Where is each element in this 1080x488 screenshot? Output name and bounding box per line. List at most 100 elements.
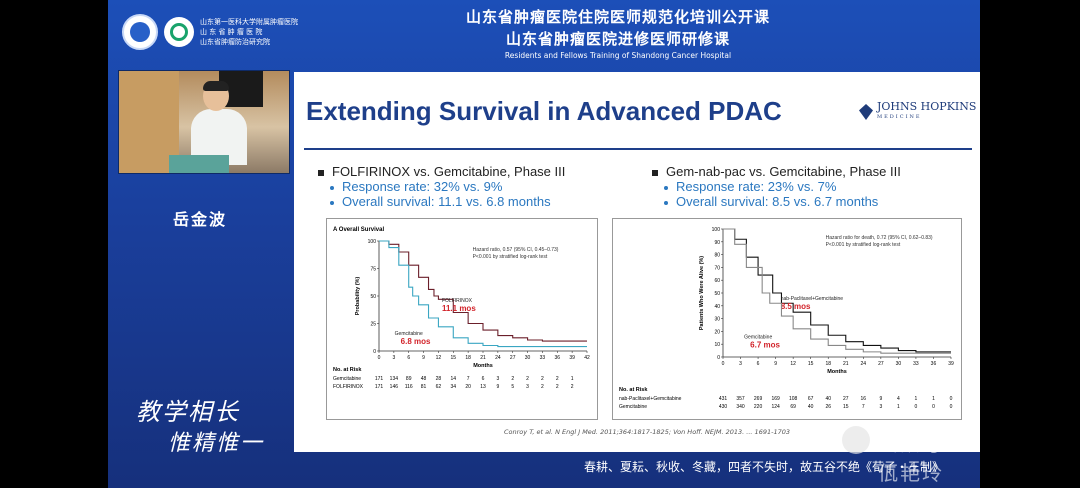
- right-heading: Gem-nab-pac vs. Gemcitabine, Phase III: [666, 164, 901, 179]
- title-line-2: 山东省肿瘤医院进修医师研修课: [505, 30, 730, 48]
- km-chart-left: A Overall Survival 0 25 50 75 100 0 3 6 9 12 15 18 21…: [326, 218, 598, 420]
- logo-text: JOHNS HOPKINS: [877, 100, 977, 113]
- y-tick-label: 50: [714, 291, 720, 297]
- median-label: 8.5 mos: [781, 302, 811, 311]
- y-tick-label: 60: [714, 278, 720, 284]
- risk-value: 1: [897, 404, 900, 410]
- risk-value: 108: [789, 396, 798, 402]
- left-heading: FOLFIRINOX vs. Gemcitabine, Phase III: [332, 164, 566, 179]
- risk-value: 134: [390, 376, 399, 382]
- x-axis-label: Months: [473, 363, 493, 369]
- risk-value: 40: [825, 396, 831, 402]
- x-axis-label: Months: [827, 369, 847, 375]
- x-tick-label: 18: [825, 361, 831, 367]
- x-tick-label: 6: [757, 361, 760, 367]
- x-tick-label: 9: [422, 355, 425, 361]
- x-tick-label: 30: [525, 355, 531, 361]
- shield-icon: [859, 104, 873, 120]
- y-tick-label: 25: [370, 322, 376, 328]
- risk-value: 269: [754, 396, 763, 402]
- risk-row-label: Gemcitabine: [333, 376, 361, 382]
- risk-value: 169: [771, 396, 780, 402]
- y-tick-label: 80: [714, 253, 720, 259]
- series-name: FOLFIRINOX: [442, 298, 473, 304]
- risk-value: 7: [862, 404, 865, 410]
- series-line-0: [379, 240, 587, 342]
- x-tick-label: 15: [808, 361, 814, 367]
- speaker-figure: [191, 81, 247, 165]
- x-tick-label: 3: [392, 355, 395, 361]
- y-tick-label: 0: [717, 355, 720, 361]
- risk-value: 67: [808, 396, 814, 402]
- logo-group: 山东第一医科大学附属肿瘤医院 山 东 省 肿 瘤 医 院 山东省肿瘤防治研究院: [122, 14, 298, 50]
- x-tick-label: 9: [774, 361, 777, 367]
- y-tick-label: 100: [368, 239, 377, 245]
- x-tick-label: 3: [739, 361, 742, 367]
- risk-value: 3: [496, 376, 499, 382]
- risk-value: 20: [465, 384, 471, 390]
- x-tick-label: 21: [843, 361, 849, 367]
- left-bullet-2: Overall survival: 11.1 vs. 6.8 months: [342, 194, 551, 209]
- risk-value: 146: [390, 384, 399, 390]
- title-line-3: Residents and Fellows Training of Shando…: [504, 51, 732, 60]
- title-rule: [304, 148, 972, 150]
- risk-value: 2: [556, 376, 559, 382]
- risk-value: 340: [736, 404, 745, 410]
- risk-value: 0: [950, 404, 953, 410]
- citation: Conroy T, et al. N Engl J Med. 2011;364:…: [504, 428, 790, 436]
- risk-value: 3: [526, 384, 529, 390]
- hazard-ratio-text: Hazard ratio for death, 0.72 (95% CI, 0.…: [826, 235, 933, 241]
- watermark-text: 公众号 · 佤艳玲: [878, 432, 961, 485]
- bullet-dot-icon: [330, 185, 334, 190]
- risk-value: 1: [915, 396, 918, 402]
- y-tick-label: 0: [373, 349, 376, 355]
- title-line-1: 山东省肿瘤医院住院医师规范化培训公开课: [465, 8, 770, 26]
- risk-value: 220: [754, 404, 763, 410]
- university-logo-icon: [122, 14, 158, 50]
- johns-hopkins-logo: JOHNS HOPKINS MEDICINE: [859, 100, 977, 122]
- km-chart-right: 0 10 20 30 40 50 60 70 80 90 100 0 3 6 9 12 15 18 21 24 27 30…: [612, 218, 962, 420]
- risk-value: 2: [541, 376, 544, 382]
- left-letterbox: [0, 0, 108, 488]
- risk-value: 48: [421, 376, 427, 382]
- hazard-ratio-text: Hazard ratio, 0.57 (95% CI, 0.45–0.73): [473, 247, 559, 253]
- y-tick-label: 75: [370, 267, 376, 273]
- y-axis-label: Patients Who Were Alive (%): [699, 256, 705, 330]
- risk-value: 15: [843, 404, 849, 410]
- x-tick-label: 21: [480, 355, 486, 361]
- institution-line: 山 东 省 肿 瘤 医 院: [200, 28, 263, 36]
- x-tick-label: 24: [495, 355, 501, 361]
- right-bullet-2: Overall survival: 8.5 vs. 6.7 months: [676, 194, 879, 209]
- chart-title: A Overall Survival: [333, 227, 384, 233]
- slide-title: Extending Survival in Advanced PDAC: [306, 96, 782, 126]
- x-tick-label: 39: [948, 361, 954, 367]
- y-tick-label: 70: [714, 265, 720, 271]
- left-bullet-1: Response rate: 32% vs. 9%: [342, 179, 503, 194]
- risk-value: 2: [541, 384, 544, 390]
- x-tick-label: 33: [540, 355, 546, 361]
- x-tick-label: 12: [790, 361, 796, 367]
- hazard-ratio-text: P<0.001 by stratified log-rank test: [826, 242, 901, 248]
- y-tick-label: 10: [714, 342, 720, 348]
- x-tick-label: 27: [510, 355, 516, 361]
- risk-value: 13: [480, 384, 486, 390]
- risk-value: 34: [451, 384, 457, 390]
- x-tick-label: 6: [407, 355, 410, 361]
- course-title: 山东省肿瘤医院住院医师规范化培训公开课 山东省肿瘤医院进修医师研修课 Resid…: [388, 6, 848, 60]
- x-tick-label: 42: [584, 355, 590, 361]
- risk-table-header: No. at Risk: [619, 387, 648, 393]
- risk-value: 5: [511, 384, 514, 390]
- y-tick-label: 30: [714, 317, 720, 323]
- bullet-dot-icon: [664, 200, 668, 205]
- right-letterbox: [980, 0, 1080, 488]
- institution-line: 山东第一医科大学附属肿瘤医院: [200, 18, 298, 26]
- y-tick-label: 100: [712, 227, 721, 233]
- speaker-name: 岳金波: [173, 210, 228, 229]
- x-tick-label: 27: [878, 361, 884, 367]
- risk-value: 1: [932, 396, 935, 402]
- y-tick-label: 50: [370, 294, 376, 300]
- x-tick-label: 30: [896, 361, 902, 367]
- risk-value: 0: [950, 396, 953, 402]
- risk-value: 26: [825, 404, 831, 410]
- risk-value: 4: [897, 396, 900, 402]
